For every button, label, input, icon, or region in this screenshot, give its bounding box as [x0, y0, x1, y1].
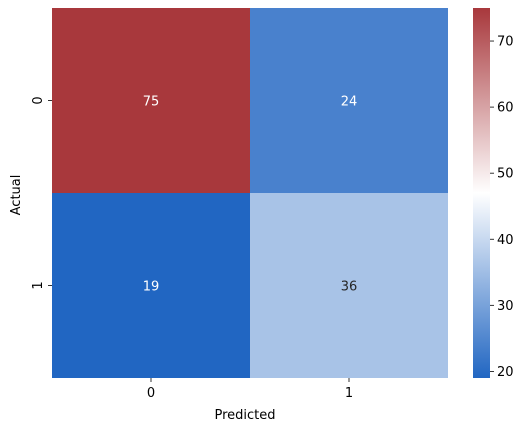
heatmap-cell: [250, 8, 448, 193]
colorbar-tick-label: 20: [497, 365, 514, 380]
cell-annotation: 75: [143, 95, 160, 110]
y-axis-ticks: 01: [31, 96, 52, 290]
colorbar: 20 30 40 50 60 70: [473, 8, 514, 380]
x-tick-label: 1: [345, 386, 353, 401]
heatmap-cell: [52, 193, 250, 378]
y-tick-label: 0: [31, 96, 46, 104]
y-tick-label: 1: [31, 281, 46, 289]
colorbar-tick-label: 70: [497, 35, 514, 50]
colorbar-gradient: [473, 8, 490, 378]
colorbar-tick-label: 30: [497, 299, 514, 314]
colorbar-tick-label: 40: [497, 233, 514, 248]
heatmap-cell: [52, 8, 250, 193]
heatmap-annotations: 75 24 19 36: [143, 95, 358, 295]
colorbar-ticks: 20 30 40 50 60 70: [490, 35, 514, 380]
colorbar-tick-label: 50: [497, 167, 514, 182]
cell-annotation: 36: [341, 280, 358, 295]
cell-annotation: 24: [341, 95, 358, 110]
x-tick-label: 0: [147, 386, 155, 401]
heatmap-cell: [250, 193, 448, 378]
heatmap-cells: [52, 8, 448, 378]
cell-annotation: 19: [143, 280, 160, 295]
y-axis-label: Actual: [9, 175, 24, 216]
x-axis-label: Predicted: [214, 408, 275, 423]
colorbar-tick-label: 60: [497, 101, 514, 116]
